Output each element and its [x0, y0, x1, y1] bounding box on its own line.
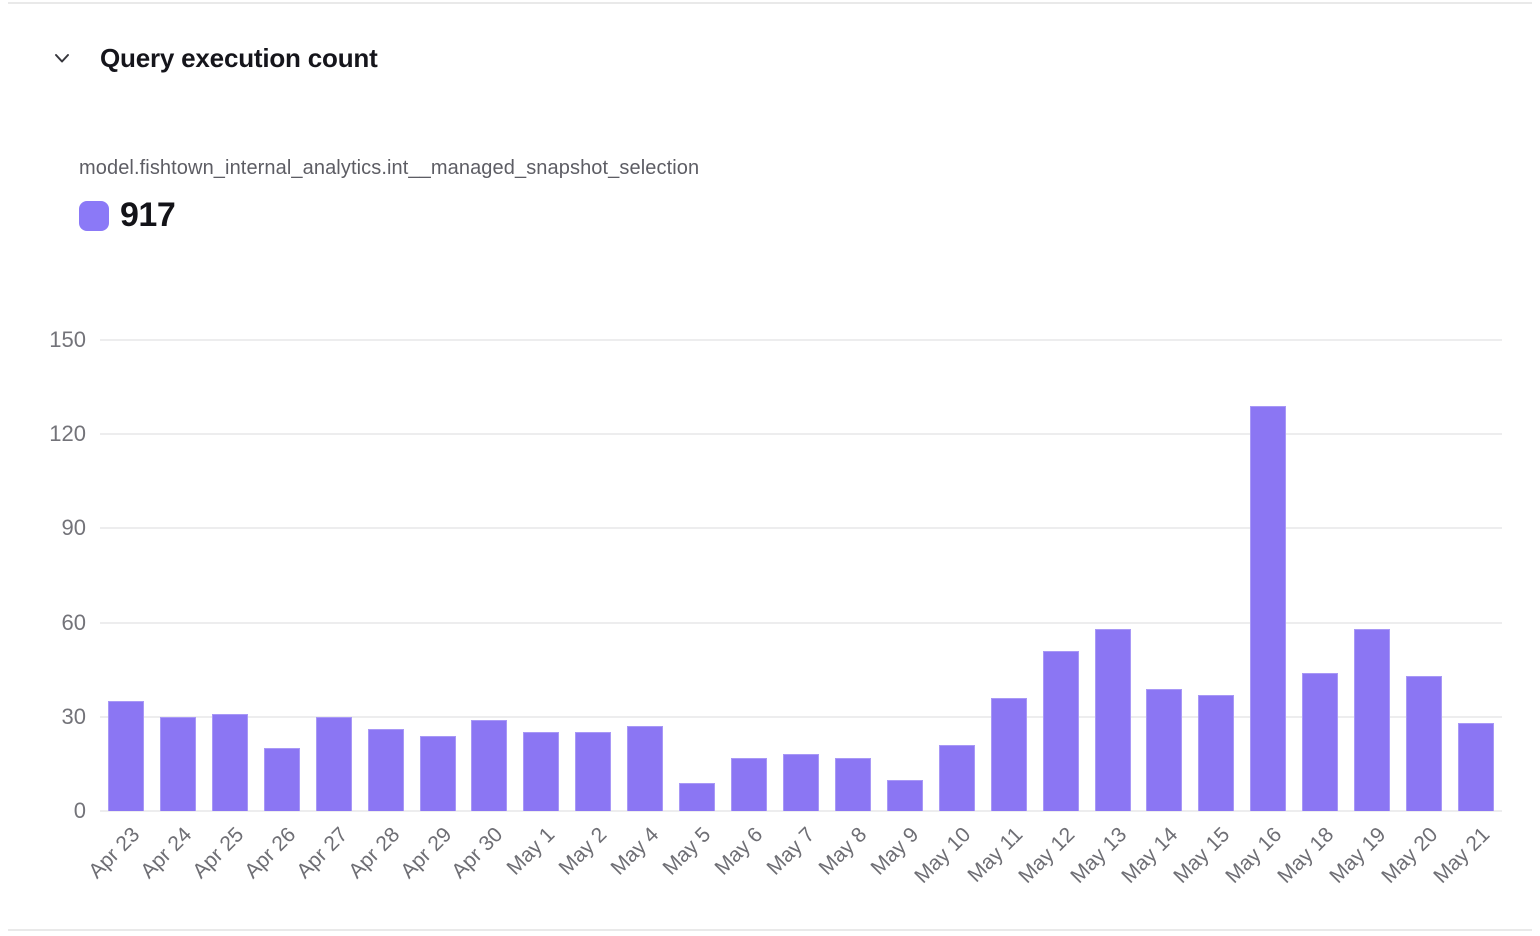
bar-may-8[interactable] [834, 758, 871, 811]
y-axis-label: 60 [61, 609, 86, 635]
bar-apr-26[interactable] [263, 748, 300, 811]
gridline-y-0 [100, 810, 1502, 812]
bar-may-2[interactable] [575, 732, 612, 811]
chart-header: Query execution count [46, 42, 378, 74]
bar-apr-24[interactable] [159, 717, 196, 811]
gridline-y-30 [100, 715, 1502, 718]
bar-apr-23[interactable] [107, 701, 144, 811]
chevron-down-icon [48, 44, 76, 72]
y-axis-label: 0 [73, 798, 86, 823]
bar-may-18[interactable] [1302, 673, 1339, 811]
top-divider [8, 2, 1532, 4]
bar-apr-27[interactable] [315, 717, 352, 811]
bar-may-16[interactable] [1250, 406, 1287, 811]
legend-item[interactable]: 917 [79, 196, 699, 235]
bar-may-21[interactable] [1458, 723, 1495, 811]
legend-series-name: model.fishtown_internal_analytics.int__m… [79, 157, 700, 179]
bar-may-10[interactable] [938, 745, 975, 811]
bar-may-19[interactable] [1354, 629, 1391, 811]
bar-may-7[interactable] [783, 754, 819, 811]
x-axis-label: May 21 [1429, 823, 1495, 888]
gridline-y-60 [100, 621, 1502, 624]
legend-color-swatch[interactable] [79, 200, 109, 231]
bar-may-13[interactable] [1094, 629, 1131, 811]
bar-may-1[interactable] [523, 732, 560, 811]
bar-may-14[interactable] [1146, 689, 1183, 811]
chart-legend: model.fishtown_internal_analytics.int__m… [79, 157, 699, 235]
bar-may-20[interactable] [1406, 676, 1443, 811]
bar-apr-29[interactable] [419, 736, 456, 811]
bar-may-9[interactable] [886, 780, 923, 811]
collapse-section-button[interactable] [46, 42, 78, 74]
page-title: Query execution count [100, 42, 378, 73]
gridline-y-120 [100, 433, 1502, 436]
bar-may-5[interactable] [679, 783, 716, 811]
gridline-y-150 [100, 339, 1502, 341]
y-axis-label: 90 [61, 515, 86, 541]
bar-may-6[interactable] [731, 758, 768, 811]
y-axis-label: 120 [49, 421, 86, 447]
bottom-divider [8, 929, 1532, 931]
bar-may-15[interactable] [1198, 695, 1235, 811]
gridline-y-90 [100, 527, 1502, 530]
bar-may-11[interactable] [990, 698, 1027, 811]
bar-may-12[interactable] [1042, 651, 1079, 811]
y-axis-label: 30 [61, 703, 86, 729]
legend-total-value: 917 [120, 196, 176, 234]
y-axis-label: 150 [49, 327, 86, 352]
bar-apr-25[interactable] [211, 714, 248, 811]
bar-may-4[interactable] [627, 726, 664, 811]
bar-apr-30[interactable] [471, 720, 508, 811]
bar-apr-28[interactable] [367, 729, 404, 811]
